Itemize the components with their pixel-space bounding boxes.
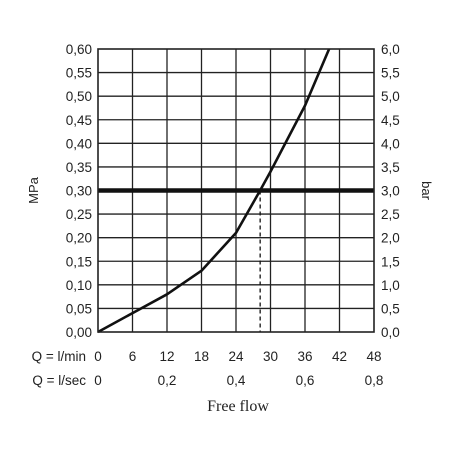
y-right-tick-label: 3,0 (381, 184, 400, 199)
x-lmin-tick-label: 30 (263, 349, 278, 364)
y-left-tick-label: 0,35 (66, 160, 92, 175)
x-axis-title: Free flow (207, 398, 269, 415)
x-lmin-tick-label: 24 (228, 349, 244, 364)
x-lsec-tick-label: 0 (94, 373, 102, 388)
y-left-tick-label: 0,40 (66, 136, 92, 151)
x-lsec-tick-label: 0,2 (158, 373, 177, 388)
x-lmin-tick-label: 0 (94, 349, 102, 364)
y-right-tick-label: 4,5 (381, 113, 400, 128)
x-lmin-tick-labels: 0 6 12 18 24 30 36 42 48 (94, 349, 381, 364)
y-left-tick-label: 0,55 (66, 66, 92, 81)
y-right-tick-label: 0,0 (381, 325, 400, 340)
y-right-tick-label: 2,5 (381, 207, 400, 222)
y-left-tick-label: 0,10 (66, 278, 92, 293)
x-lmin-tick-label: 48 (366, 349, 381, 364)
x-lsec-tick-labels: 0 0,2 0,4 0,6 0,8 (94, 373, 383, 388)
plot-frame (97, 48, 375, 333)
x-lsec-axis-label: Q = l/sec (32, 373, 86, 388)
y-right-tick-label: 1,0 (381, 278, 400, 293)
x-lmin-tick-label: 6 (129, 349, 137, 364)
y-right-axis-label: bar (419, 181, 434, 200)
y-right-tick-label: 6,0 (381, 42, 400, 57)
y-right-tick-label: 2,0 (381, 231, 400, 246)
y-left-tick-label: 0,00 (66, 325, 92, 340)
y-left-tick-label: 0,05 (66, 301, 92, 316)
y-right-tick-label: 5,5 (381, 66, 400, 81)
y-left-tick-label: 0,20 (66, 231, 92, 246)
y-left-tick-label: 0,30 (66, 184, 92, 199)
y-right-tick-label: 4,0 (381, 136, 400, 151)
x-lsec-tick-label: 0,8 (365, 373, 384, 388)
y-right-tick-label: 1,5 (381, 254, 400, 269)
y-left-tick-label: 0,45 (66, 113, 92, 128)
y-left-tick-label: 0,50 (66, 89, 92, 104)
y-left-axis-label: MPa (26, 176, 41, 204)
y-right-tick-label: 0,5 (381, 301, 400, 316)
y-left-tick-labels: 0,00 0,05 0,10 0,15 0,20 0,25 0,30 0,35 0,40 0,45… (66, 42, 92, 340)
y-left-tick-label: 0,25 (66, 207, 92, 222)
x-lsec-tick-label: 0,4 (227, 373, 246, 388)
y-right-tick-labels: 0,0 0,5 1,0 1,5 2,0 2,5 3,0 3,5 4,0 4,5 5,0 5,5 6,0 (381, 42, 400, 340)
pressure-flow-curve (97, 48, 331, 334)
y-left-tick-label: 0,15 (66, 254, 92, 269)
x-lmin-tick-label: 42 (332, 349, 347, 364)
y-right-tick-label: 3,5 (381, 160, 400, 175)
y-left-tick-label: 0,60 (66, 42, 92, 57)
x-lmin-axis-label: Q = l/min (32, 349, 86, 364)
x-lsec-tick-label: 0,6 (296, 373, 315, 388)
y-right-tick-label: 5,0 (381, 89, 400, 104)
x-lmin-tick-label: 12 (159, 349, 174, 364)
x-lmin-tick-label: 36 (297, 349, 312, 364)
x-lmin-tick-label: 18 (194, 349, 209, 364)
